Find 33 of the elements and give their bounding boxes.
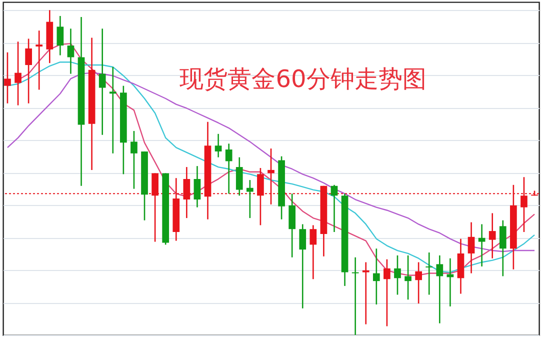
candlestick	[372, 248, 380, 306]
candlestick	[394, 254, 401, 296]
candlestick	[236, 156, 243, 196]
candlestick	[488, 212, 496, 259]
text: 现货黄金60分钟走势图	[180, 65, 426, 93]
candlestick	[98, 28, 106, 136]
candlestick	[56, 15, 64, 56]
candlestick	[130, 130, 138, 190]
candlestick	[352, 256, 359, 336]
candlestick	[330, 184, 338, 233]
candlestick	[109, 66, 116, 154]
candlestick	[225, 142, 232, 194]
candlestick	[362, 262, 370, 325]
candlestick	[415, 262, 422, 304]
candlestick	[67, 28, 74, 74]
candlestick	[299, 224, 306, 310]
candlestick	[288, 193, 296, 258]
candlestick	[4, 52, 11, 104]
candlestick	[214, 133, 222, 158]
candlestick	[499, 220, 506, 277]
candlestick	[468, 222, 475, 274]
candlestick	[426, 252, 433, 296]
candlestick	[436, 254, 444, 324]
candlestick	[446, 258, 454, 308]
candlestick	[36, 30, 43, 90]
candlestick	[478, 224, 486, 268]
candlestick	[404, 254, 412, 300]
candlestick	[246, 179, 254, 219]
candlestick	[14, 40, 22, 106]
candlestick	[310, 224, 317, 280]
candlestick	[194, 165, 201, 208]
candlestick	[384, 258, 390, 327]
candlestick	[25, 38, 32, 104]
